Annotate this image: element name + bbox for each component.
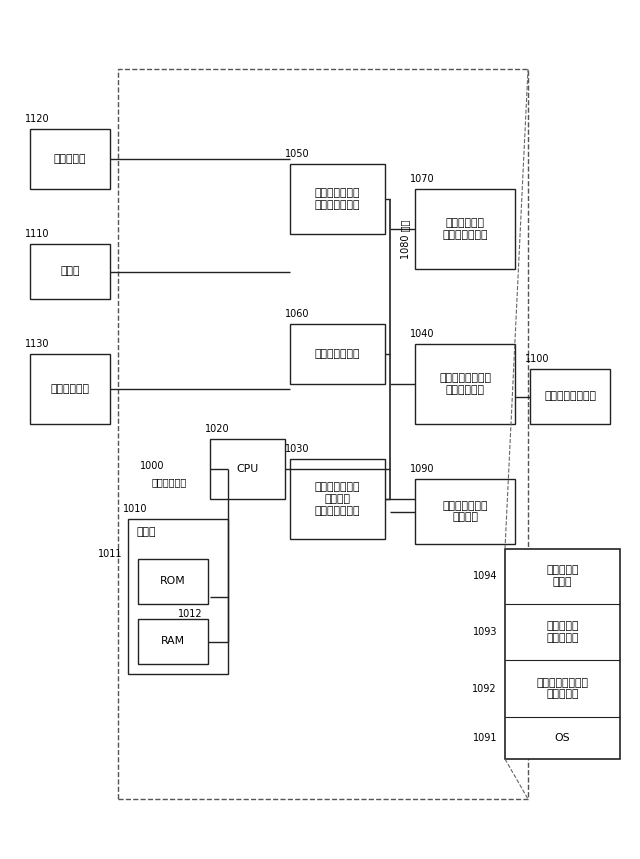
Bar <box>30 244 110 299</box>
Text: 1080 バス: 1080 バス <box>400 219 410 259</box>
Text: 1050: 1050 <box>285 149 310 159</box>
Bar <box>290 459 385 539</box>
Text: マウス: マウス <box>60 266 80 277</box>
Text: 1011: 1011 <box>98 549 122 559</box>
Text: 1010: 1010 <box>123 504 147 514</box>
Text: プログラム
データ: プログラム データ <box>547 565 579 587</box>
Text: 1060: 1060 <box>285 309 310 319</box>
Bar <box>415 344 515 424</box>
Text: 1030: 1030 <box>285 444 310 454</box>
Bar <box>290 324 385 384</box>
Bar <box>30 354 110 424</box>
Text: 1091: 1091 <box>472 733 497 743</box>
Text: 1100: 1100 <box>525 354 550 364</box>
Bar <box>138 619 208 664</box>
Text: 1120: 1120 <box>25 114 50 124</box>
Text: 1092: 1092 <box>472 684 497 694</box>
Bar <box>290 164 385 234</box>
Text: ハードディスク
ドライブ: ハードディスク ドライブ <box>442 501 488 522</box>
Text: 1020: 1020 <box>205 424 230 434</box>
Bar <box>505 549 620 759</box>
Text: アプリケーション
プログラム: アプリケーション プログラム <box>536 678 589 699</box>
Text: シリアルポート
インタフェース: シリアルポート インタフェース <box>315 188 360 210</box>
Text: OS: OS <box>555 733 570 743</box>
Bar <box>138 559 208 604</box>
Text: コンピュータ: コンピュータ <box>152 477 188 487</box>
Text: ビデオアダプタ: ビデオアダプタ <box>315 349 360 359</box>
Text: 1090: 1090 <box>410 464 435 474</box>
Text: 1130: 1130 <box>25 339 49 349</box>
Text: ハードディスク
ドライブ
インタフェース: ハードディスク ドライブ インタフェース <box>315 483 360 515</box>
Text: プログラム
モジュール: プログラム モジュール <box>547 621 579 643</box>
Bar <box>118 69 528 799</box>
Text: 1093: 1093 <box>472 627 497 637</box>
Text: CPU: CPU <box>236 464 259 474</box>
Text: 1000: 1000 <box>140 461 164 471</box>
Bar <box>30 129 110 189</box>
Bar <box>415 479 515 544</box>
Text: 1012: 1012 <box>179 609 203 619</box>
Text: ネットワーク
インタフェース: ネットワーク インタフェース <box>442 218 488 240</box>
Text: 1070: 1070 <box>410 174 435 184</box>
Bar <box>128 519 228 674</box>
Bar <box>530 369 610 424</box>
Text: ディスクドライブ: ディスクドライブ <box>544 392 596 401</box>
Text: ROM: ROM <box>160 576 186 587</box>
Text: 1094: 1094 <box>472 571 497 582</box>
Text: メモリ: メモリ <box>136 527 156 537</box>
Bar <box>415 189 515 269</box>
Text: 1110: 1110 <box>25 229 49 239</box>
Text: ディスクドライブ
インタェース: ディスクドライブ インタェース <box>439 373 491 395</box>
Text: 1040: 1040 <box>410 329 435 339</box>
Text: ディスプレイ: ディスプレイ <box>51 384 90 394</box>
Text: キーボード: キーボード <box>54 154 86 164</box>
Bar <box>210 439 285 499</box>
Text: RAM: RAM <box>161 637 185 647</box>
